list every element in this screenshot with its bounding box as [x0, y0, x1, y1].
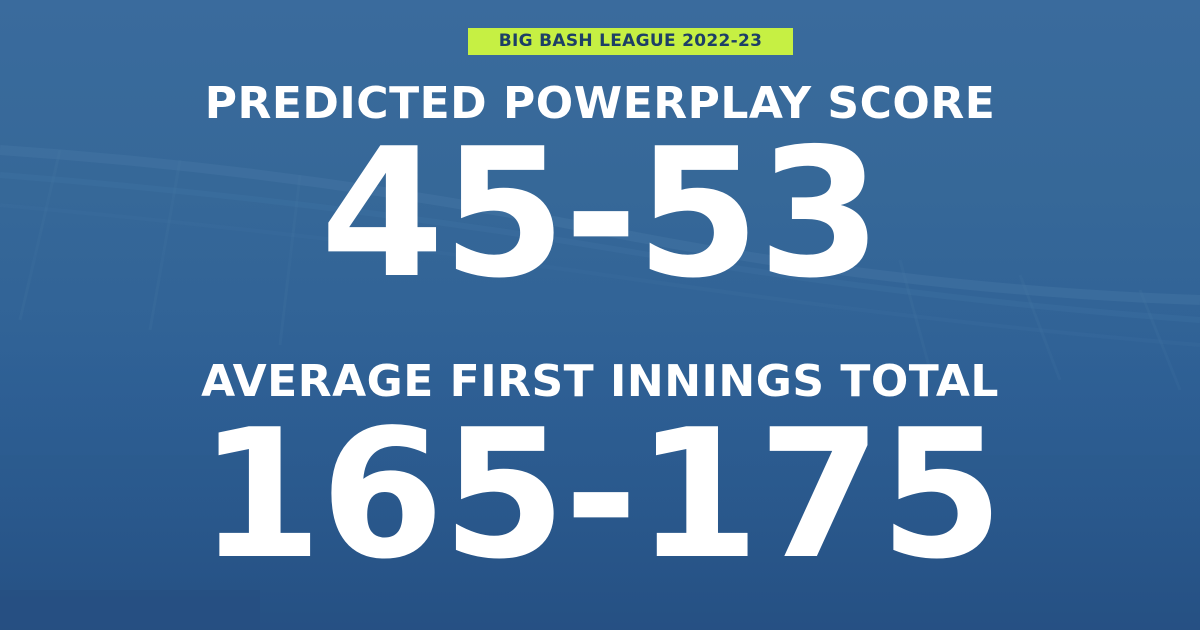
first-innings-label: AVERAGE FIRST INNINGS TOTAL: [201, 356, 999, 407]
first-innings-value: 165-175: [198, 391, 1004, 598]
powerplay-label: PREDICTED POWERPLAY SCORE: [204, 78, 996, 129]
powerplay-value: 45-53: [320, 110, 881, 317]
league-badge: BIG BASH LEAGUE 2022-23: [468, 28, 793, 55]
